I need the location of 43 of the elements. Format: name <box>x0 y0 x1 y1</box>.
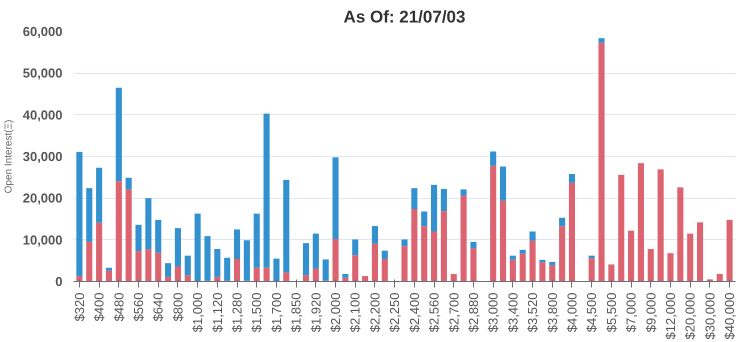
y-tick-label: 30,000 <box>22 149 63 164</box>
x-tick-label: $12,000 <box>662 292 678 340</box>
x-tick-label: $2,400 <box>406 292 422 332</box>
y-tick-label: 0 <box>55 274 63 289</box>
y-tick-label: 40,000 <box>22 107 63 122</box>
y-axis-title: Open Interest(Ξ) <box>4 120 15 194</box>
x-tick-label: $400 <box>92 292 107 322</box>
x-tick-label: $2,250 <box>387 292 402 332</box>
x-tick-label: $2,200 <box>367 292 382 332</box>
x-tick-label: $560 <box>131 292 146 322</box>
x-tick-label: $800 <box>170 292 186 322</box>
x-tick-label: $1,920 <box>308 292 324 332</box>
x-tick-label: $1,850 <box>288 292 304 332</box>
x-tick-label: $1,280 <box>230 292 245 332</box>
y-tick-label: 50,000 <box>22 66 63 81</box>
x-tick-label: $3,000 <box>486 292 501 332</box>
x-tick-label: $2,000 <box>328 292 344 332</box>
x-tick-label: $320 <box>72 292 87 322</box>
x-tick-label: $640 <box>150 292 166 322</box>
x-tick-label: $4,000 <box>564 292 580 332</box>
y-tick-label: 60,000 <box>22 24 63 39</box>
x-tick-label: $40,000 <box>722 292 738 340</box>
x-tick-label: $30,000 <box>702 292 718 340</box>
x-tick-label: $3,400 <box>505 292 520 332</box>
x-tick-label: $1,000 <box>190 292 206 332</box>
x-tick-label: $3,520 <box>525 292 540 332</box>
x-tick-label: $1,700 <box>268 292 284 332</box>
x-tick-label: $7,000 <box>624 292 639 332</box>
x-tick-label: $2,560 <box>426 292 442 332</box>
x-tick-label: $2,700 <box>446 292 462 332</box>
chart-title: As Of: 21/07/03 <box>344 8 466 26</box>
x-tick-label: $480 <box>111 292 126 322</box>
x-tick-label: $9,000 <box>643 292 658 332</box>
x-tick-label: $20,000 <box>682 292 698 340</box>
y-tick-label: 20,000 <box>22 190 63 206</box>
x-tick-label: $1,500 <box>249 292 264 332</box>
x-tick-label: $2,880 <box>466 292 481 332</box>
y-tick-label: 10,000 <box>22 232 63 248</box>
x-tick-label: $3,800 <box>544 292 560 332</box>
x-tick-label: $1,120 <box>210 292 225 332</box>
x-tick-label: $5,500 <box>604 292 619 332</box>
x-tick-label: $4,500 <box>584 292 600 332</box>
x-tick-label: $2,100 <box>348 292 363 332</box>
